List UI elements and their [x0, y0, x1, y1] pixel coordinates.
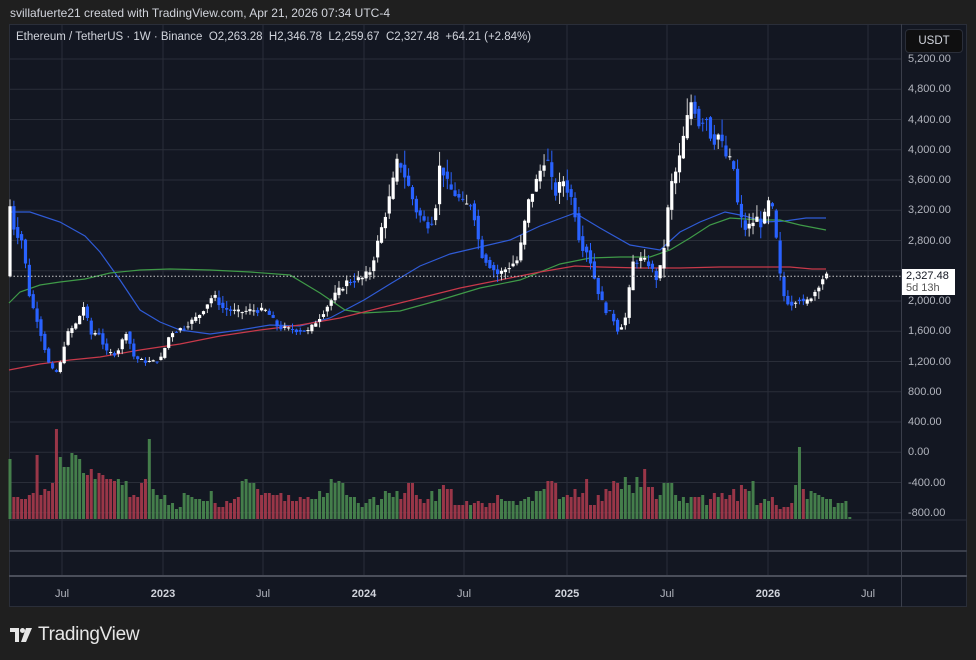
- price-tick-label: 2,000.00: [908, 295, 951, 307]
- chart-credit: svillafuerte21 created with TradingView.…: [10, 6, 390, 20]
- time-tick-label: 2024: [351, 588, 377, 600]
- price-tick-label: -800.00: [908, 506, 946, 519]
- time-tick-label: 2026: [755, 588, 781, 600]
- time-tick-label: Jul: [54, 588, 70, 600]
- bar-countdown: 5d 13h: [906, 282, 940, 294]
- tradingview-logo[interactable]: TradingView: [10, 624, 140, 646]
- price-tick-label: -400.00: [908, 476, 946, 489]
- price-tick-label: 3,200.00: [908, 204, 951, 217]
- ohlc-open: O2,263.28: [208, 31, 263, 43]
- tradingview-logo-icon: [10, 628, 32, 642]
- time-tick-label: 2025: [554, 588, 580, 600]
- ohlc-low: L2,259.67: [328, 31, 380, 43]
- tradingview-brand: TradingView: [38, 624, 140, 645]
- price-tick-label: 400.00: [908, 416, 942, 428]
- symbol-legend: Ethereum / TetherUS · 1W · Binance O2,26…: [16, 31, 531, 43]
- time-tick-label: Jul: [860, 588, 876, 600]
- price-tick-label: 1,200.00: [908, 355, 951, 368]
- price-tick-label: 4,000.00: [908, 143, 951, 156]
- price-axis-separator: [901, 24, 902, 607]
- price-tick-label: 4,800.00: [908, 83, 951, 96]
- price-tick-label: 800.00: [908, 385, 942, 398]
- ohlc-change: +64.21 (+2.84%): [445, 31, 532, 43]
- currency-button[interactable]: USDT: [905, 29, 963, 53]
- price-tick-label: 4,400.00: [908, 113, 951, 126]
- last-price-value: 2,327.48: [906, 270, 949, 282]
- price-tick-label: 0.00: [908, 446, 930, 459]
- last-price-label: 2,327.48 5d 13h: [902, 269, 955, 295]
- time-tick-label: Jul: [255, 588, 271, 600]
- price-tick-label: 2,800.00: [908, 234, 951, 247]
- symbol-name: Ethereum / TetherUS · 1W · Binance: [16, 31, 203, 43]
- ohlc-close: C2,327.48: [385, 31, 440, 43]
- time-tick-label: Jul: [659, 588, 675, 600]
- price-tick-label: 3,600.00: [908, 174, 951, 186]
- time-tick-label: 2023: [150, 588, 176, 600]
- time-tick-label: Jul: [456, 588, 472, 600]
- price-tick-label: 5,200.00: [908, 53, 951, 65]
- pane-separator[interactable]: [9, 550, 967, 552]
- price-tick-label: 1,600.00: [908, 325, 951, 338]
- ohlc-high: H2,346.78: [268, 31, 322, 43]
- time-axis-border: [9, 575, 967, 577]
